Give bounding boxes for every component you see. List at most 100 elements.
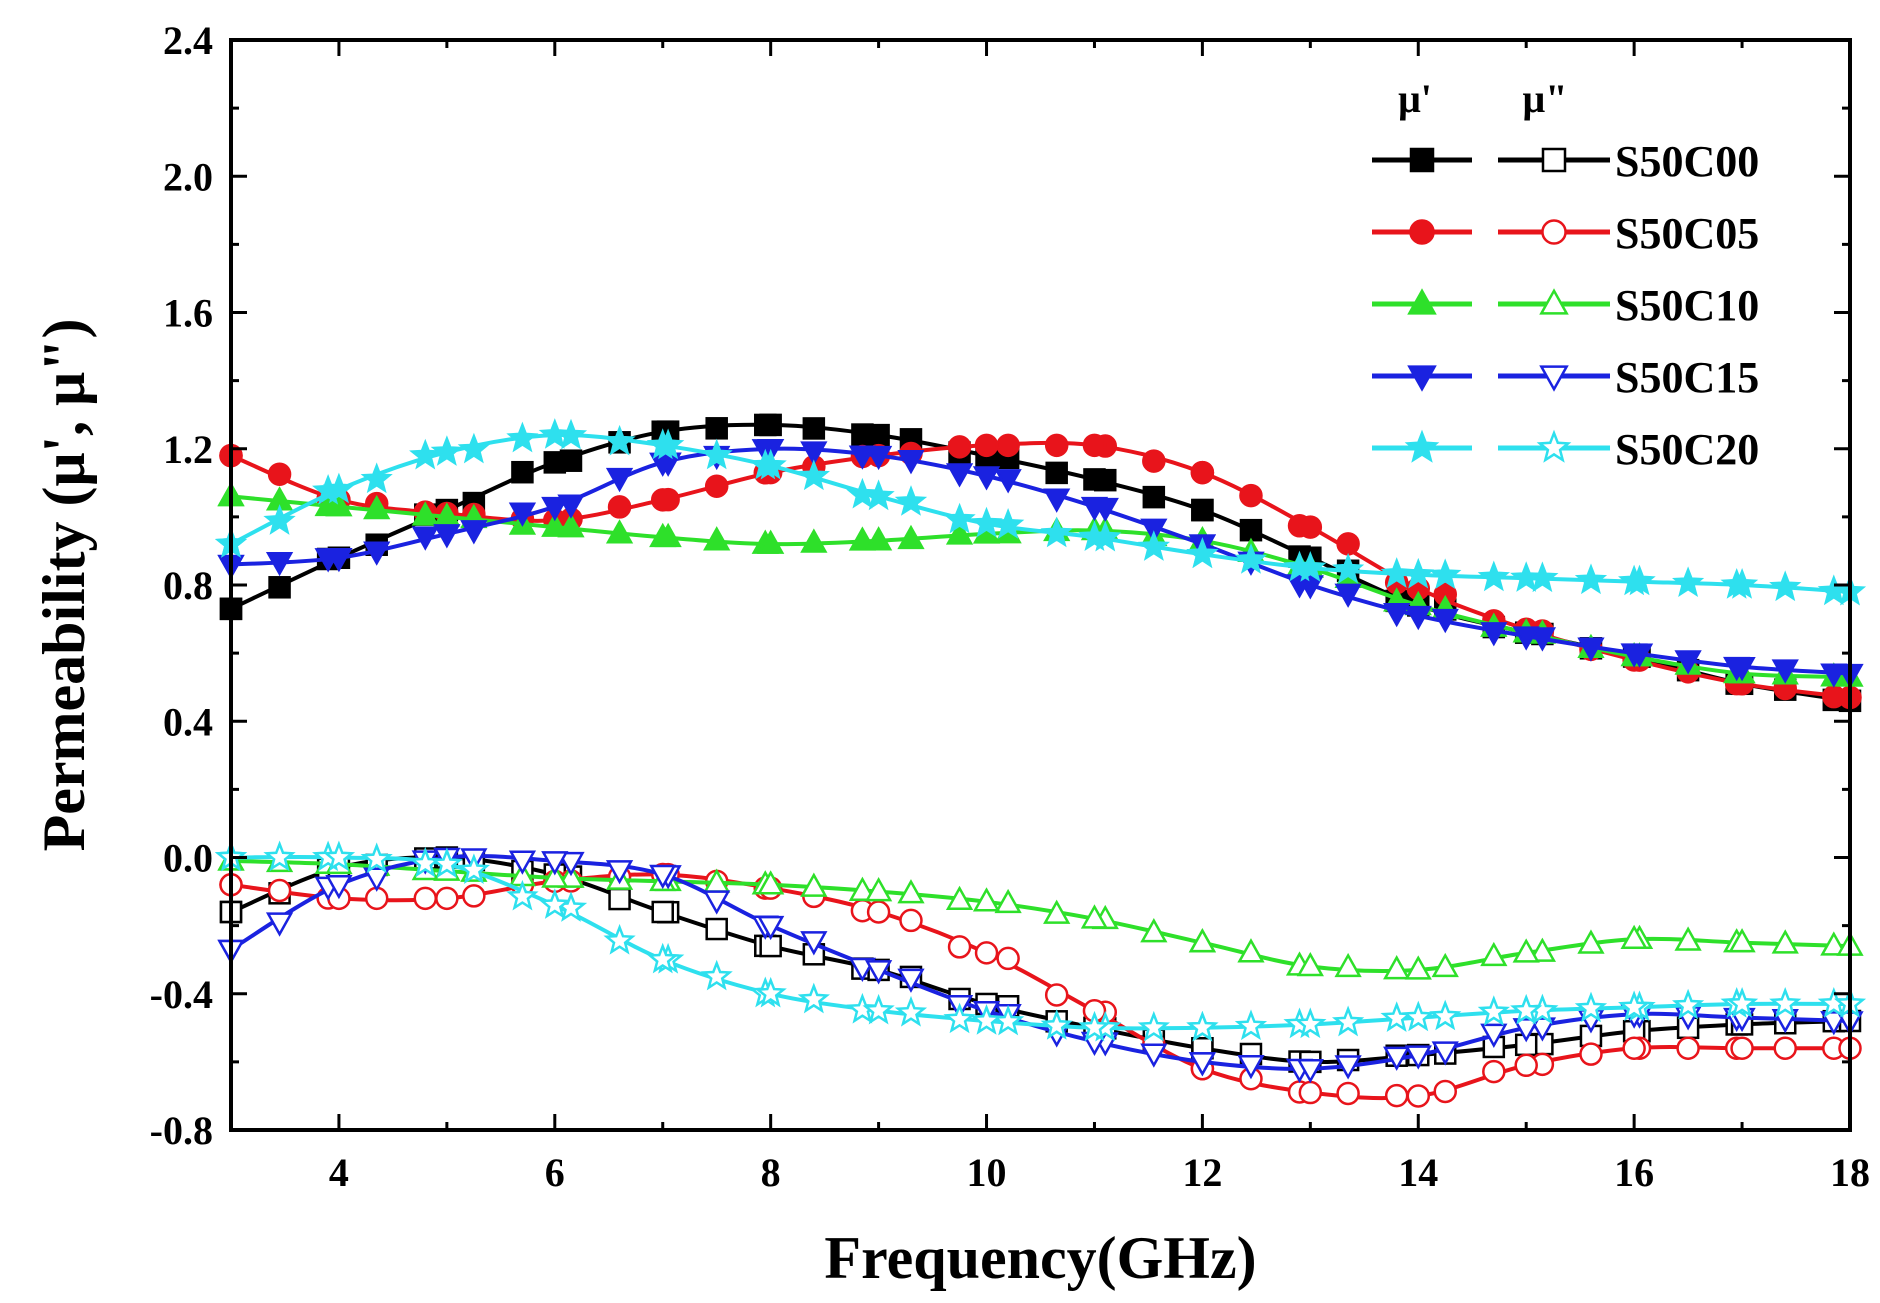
data-point bbox=[460, 520, 488, 545]
data-point bbox=[894, 995, 928, 1027]
data-point bbox=[848, 445, 877, 470]
data-point-anchor bbox=[1078, 1010, 1111, 1042]
data-point bbox=[363, 494, 391, 520]
data-point bbox=[557, 513, 585, 538]
data-point-anchor bbox=[543, 451, 567, 474]
series-S50C15-imag bbox=[217, 847, 1864, 1084]
data-point-anchor bbox=[1294, 1007, 1327, 1039]
data-point-anchor bbox=[754, 976, 787, 1008]
data-point bbox=[608, 887, 631, 911]
data-point bbox=[800, 931, 828, 956]
data-point bbox=[1574, 563, 1608, 595]
data-point-anchor bbox=[646, 942, 679, 974]
data-point-anchor bbox=[1191, 498, 1214, 522]
data-point-anchor bbox=[1404, 955, 1432, 980]
data-point bbox=[800, 872, 828, 897]
data-point-anchor bbox=[864, 445, 893, 471]
data-point-anchor bbox=[1190, 460, 1215, 485]
data-point bbox=[1237, 938, 1265, 963]
data-point bbox=[1433, 1079, 1457, 1104]
data-point bbox=[268, 576, 291, 599]
data-point-anchor bbox=[541, 863, 569, 888]
x-axis-title: Frequency(GHz) bbox=[824, 1225, 1256, 1291]
data-point bbox=[603, 923, 636, 955]
data-point-anchor bbox=[864, 877, 893, 902]
data-point-anchor bbox=[867, 423, 890, 447]
data-point bbox=[1528, 937, 1557, 962]
data-point bbox=[360, 462, 393, 494]
data-point bbox=[1579, 1042, 1603, 1066]
data-point bbox=[1539, 288, 1569, 315]
data-point bbox=[1040, 516, 1073, 548]
data-point bbox=[705, 417, 728, 440]
legend-label: S50C00 bbox=[1615, 137, 1759, 186]
data-point bbox=[848, 876, 877, 901]
series-line bbox=[230, 422, 1851, 703]
data-point bbox=[703, 890, 731, 915]
data-point bbox=[508, 502, 537, 527]
data-point bbox=[363, 541, 391, 566]
data-point bbox=[945, 520, 974, 545]
data-point bbox=[994, 469, 1022, 494]
data-point bbox=[800, 441, 828, 466]
series-line bbox=[230, 440, 1851, 700]
data-point-anchor bbox=[541, 496, 569, 522]
data-point-anchor bbox=[1296, 1058, 1324, 1084]
data-point bbox=[705, 917, 728, 941]
data-point bbox=[1431, 1041, 1459, 1066]
data-point bbox=[267, 878, 292, 903]
data-point bbox=[897, 524, 925, 550]
data-point-anchor bbox=[1083, 468, 1106, 491]
data-point bbox=[557, 863, 585, 888]
y-tick-label: 1.6 bbox=[163, 291, 213, 336]
data-point bbox=[1528, 627, 1557, 652]
x-tick-label: 4 bbox=[329, 1150, 349, 1195]
data-point bbox=[700, 959, 733, 991]
data-point bbox=[1334, 952, 1362, 978]
data-point bbox=[263, 504, 296, 535]
data-point bbox=[1044, 433, 1069, 458]
data-point-anchor bbox=[541, 851, 569, 876]
legend-header-real: μ' bbox=[1398, 76, 1432, 121]
data-point-anchor bbox=[538, 888, 571, 919]
data-point-anchor bbox=[970, 506, 1003, 538]
data-point bbox=[1331, 1005, 1365, 1037]
series-S50C20-real bbox=[214, 418, 1867, 606]
data-point bbox=[1239, 518, 1263, 542]
data-point bbox=[1431, 952, 1459, 978]
data-point bbox=[363, 867, 391, 892]
x-tick-label: 6 bbox=[545, 1150, 565, 1195]
data-point bbox=[413, 886, 438, 911]
data-point-anchor bbox=[1512, 626, 1540, 651]
y-tick-label: -0.8 bbox=[150, 1108, 213, 1153]
data-point bbox=[1142, 485, 1166, 509]
data-point-anchor bbox=[1402, 1000, 1435, 1032]
series-line bbox=[230, 855, 1851, 1031]
x-tick-label: 14 bbox=[1398, 1150, 1438, 1195]
data-point bbox=[1336, 1081, 1360, 1106]
data-point bbox=[265, 912, 294, 937]
data-point bbox=[1541, 219, 1567, 245]
data-point bbox=[1574, 991, 1608, 1023]
legend-item-S50C05: S50C05 bbox=[1372, 209, 1759, 258]
data-point-anchor bbox=[649, 522, 677, 548]
data-point bbox=[1429, 999, 1462, 1031]
data-point bbox=[1407, 365, 1437, 392]
data-point bbox=[1431, 608, 1459, 634]
data-point bbox=[1334, 583, 1362, 608]
data-point bbox=[1577, 637, 1605, 662]
y-tick-label: 2.4 bbox=[163, 18, 213, 63]
data-point bbox=[1384, 1083, 1409, 1108]
data-point-anchor bbox=[1298, 1080, 1323, 1105]
data-point bbox=[1383, 1046, 1411, 1071]
data-point-anchor bbox=[541, 512, 569, 537]
series-line bbox=[230, 858, 1851, 974]
data-point-anchor bbox=[649, 864, 677, 890]
data-point bbox=[1234, 543, 1268, 574]
data-point-anchor bbox=[972, 887, 1001, 912]
data-point-anchor bbox=[754, 448, 787, 480]
data-point bbox=[411, 501, 439, 526]
x-tick-label: 10 bbox=[967, 1150, 1007, 1195]
